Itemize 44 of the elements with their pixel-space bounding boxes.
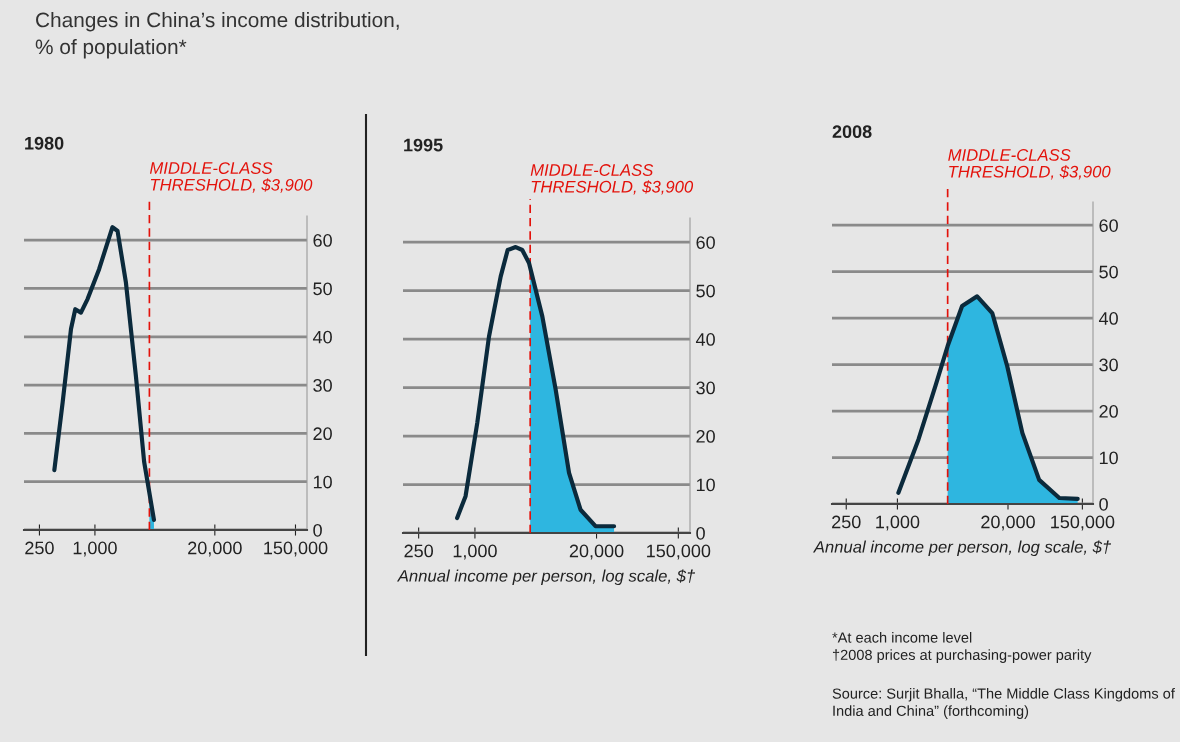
y-tick-label: 20 (696, 430, 715, 443)
chart-title: 2008 (832, 125, 872, 139)
ref-line-label: MIDDLE-CLASS THRESHOLD, $3,900 (149, 162, 313, 193)
x-axis-title: Annual income per person, log scale, $† (812, 540, 1111, 557)
x-tick-label: 20,000 (188, 541, 242, 557)
y-tick-label: 10 (696, 478, 715, 492)
x-tick-label: 250 (832, 515, 861, 529)
y-tick-label: 20 (313, 427, 332, 441)
y-tick-label: 30 (313, 379, 332, 392)
y-tick-label: 60 (313, 234, 332, 247)
x-tick-label: 1,000 (73, 541, 117, 557)
x-tick-label: 250 (25, 541, 54, 555)
y-tick-label: 50 (696, 284, 715, 298)
x-tick-label: 250 (404, 544, 434, 558)
y-tick-label: 30 (696, 381, 715, 395)
ref-line-label: MIDDLE-CLASS THRESHOLD, $3,900 (948, 149, 1111, 180)
x-tick-label: 20,000 (981, 515, 1035, 531)
y-tick-label: 50 (313, 282, 332, 296)
x-tick-label: 1,000 (453, 544, 497, 560)
y-tick-label: 0 (313, 523, 322, 537)
y-tick-label: 40 (312, 330, 332, 344)
y-tick-label: 60 (696, 236, 715, 249)
y-tick-label: 0 (1099, 497, 1108, 511)
x-tick-label: 150,000 (1051, 515, 1115, 531)
y-tick-label: 50 (1099, 265, 1118, 279)
y-tick-label: 40 (1098, 312, 1118, 325)
ref-line-label: MIDDLE-CLASS THRESHOLD, $3,900 (530, 164, 694, 195)
y-tick-label: 0 (696, 526, 705, 540)
text: *At each income level †2008 prices at purchasing-power parity (832, 632, 1092, 663)
source-note: Source: Surjit Bhalla, “The Middle Class Kingdoms of India and China” (forthcoming) (832, 688, 1175, 719)
y-tick-label: 30 (1099, 358, 1118, 372)
x-tick-label: 150,000 (264, 541, 328, 557)
y-tick-label: 20 (1099, 405, 1118, 418)
x-axis-title: Annual income per person, log scale, $† (396, 569, 695, 586)
y-tick-label: 10 (313, 475, 332, 489)
text: Changes in China’s income distribution, % of population* (35, 12, 399, 59)
chart-title: 1980 (25, 136, 64, 150)
chart-title: 1995 (404, 138, 443, 152)
y-tick-label: 60 (1099, 219, 1118, 232)
y-tick-label: 40 (695, 333, 715, 346)
x-tick-label: 20,000 (569, 544, 624, 560)
x-tick-label: 150,000 (647, 544, 711, 560)
y-tick-label: 10 (1099, 451, 1118, 465)
x-tick-label: 1,000 (876, 515, 920, 531)
